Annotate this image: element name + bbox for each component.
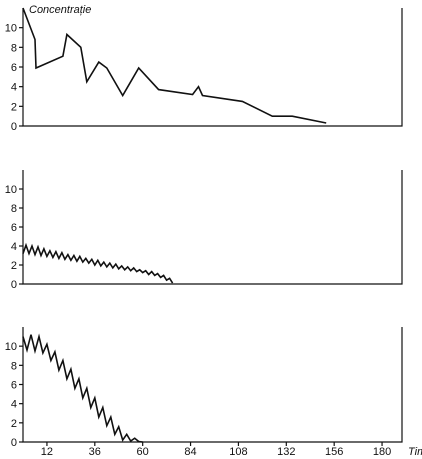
y-tick-label: 2 (11, 260, 17, 272)
y-tick-label: 6 (11, 380, 17, 392)
chart-panel-1: 0 2 4 6 8 10 Concentrație (5, 4, 403, 133)
series-line-1 (22, 242, 174, 284)
series-line-1 (22, 333, 143, 443)
y-tick-label: 10 (5, 184, 17, 196)
chart-panel-3: 0 2 4 6 8 10 12 36 60 84 108 132 156 180 Timp (5, 327, 422, 458)
y-tick-label: 0 (11, 279, 17, 291)
y-tick-label: 2 (11, 101, 17, 113)
y-tick-label: 0 (11, 437, 17, 449)
x-tick-label: 156 (325, 446, 343, 458)
y-tick-label: 10 (5, 23, 17, 35)
y-tick-label: 10 (5, 341, 17, 353)
x-tick-label: 108 (229, 446, 247, 458)
y-tick-label: 0 (11, 121, 17, 133)
x-tick-label: 36 (89, 446, 101, 458)
y-axis-label: Concentrație (29, 4, 91, 16)
x-tick-label: 84 (184, 446, 196, 458)
chart-panel-2: 0 2 4 6 8 10 (5, 170, 403, 291)
y-tick-label: 2 (11, 418, 17, 430)
series-line-1 (22, 7, 327, 124)
x-tick-label: 132 (277, 446, 295, 458)
y-tick-label: 8 (11, 360, 17, 372)
axis-frame (22, 170, 403, 285)
x-tick-label: 180 (373, 446, 391, 458)
axis-frame (22, 8, 403, 127)
x-tick-label: 12 (41, 446, 53, 458)
x-axis-label: Timp (408, 446, 422, 458)
x-tick-label: 60 (137, 446, 149, 458)
y-tick-label: 8 (11, 203, 17, 215)
y-tick-label: 4 (11, 399, 17, 411)
y-tick-label: 6 (11, 62, 17, 74)
y-tick-label: 4 (11, 241, 17, 253)
y-tick-label: 8 (11, 42, 17, 54)
y-tick-label: 6 (11, 222, 17, 234)
y-tick-label: 4 (11, 82, 17, 94)
